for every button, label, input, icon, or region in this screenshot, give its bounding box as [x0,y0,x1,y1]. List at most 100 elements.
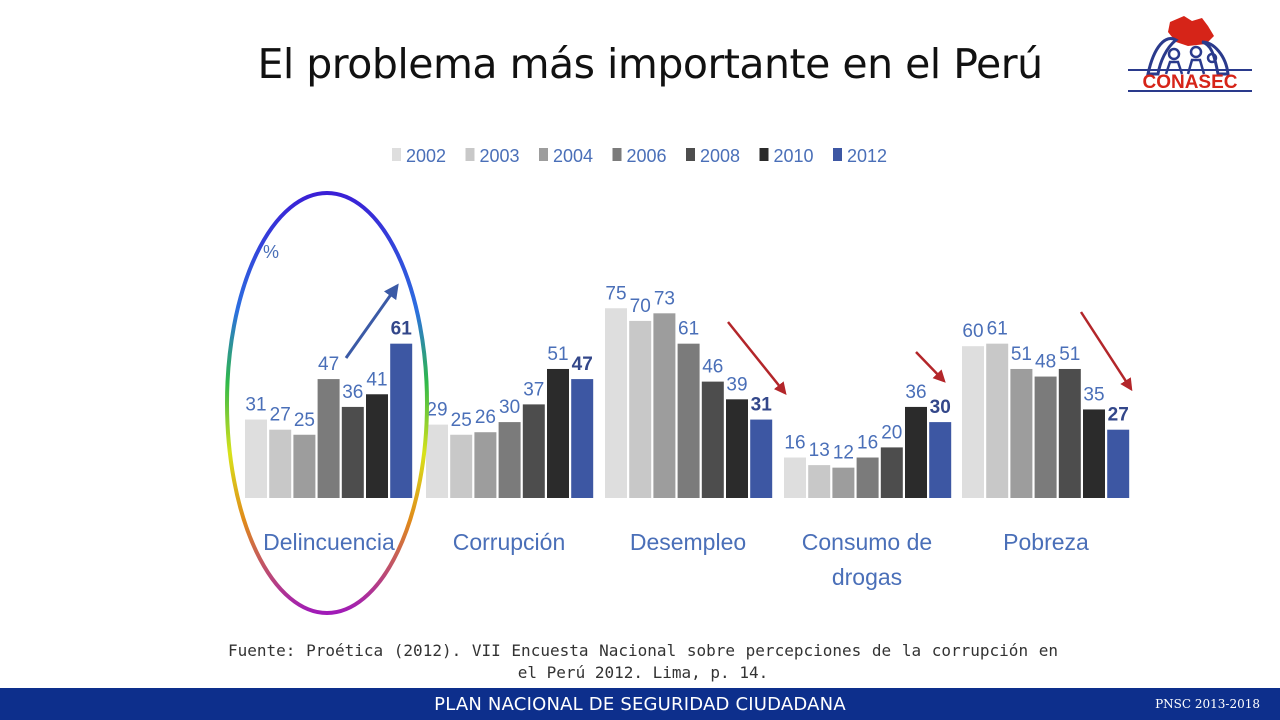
footer-bar: PLAN NACIONAL DE SEGURIDAD CIUDADANA PNS… [0,688,1280,720]
highlight-ellipse [225,191,429,615]
trend-down-arrow [915,351,946,383]
data-label: 75 [605,283,626,304]
source-citation: Fuente: Proética (2012). VII Encuesta Na… [228,641,1058,682]
data-label: 51 [1011,344,1032,365]
data-label: 30 [499,397,520,418]
legend-label: 2002 [406,146,446,166]
legend-label: 2008 [700,146,740,166]
bar [1034,376,1057,498]
data-label: 41 [366,369,387,390]
data-label: 16 [784,433,805,454]
data-label: 31 [245,395,266,416]
bar [1010,368,1033,498]
bar [1107,429,1130,498]
category-label: Delincuencia [263,529,395,555]
bar [905,406,927,498]
bar [929,422,952,498]
legend-label: 2010 [774,146,814,166]
bar [341,406,364,498]
logo-text: CONASEC [1142,72,1237,93]
bar [986,343,1009,498]
conasec-logo: CONASEC [1128,16,1252,93]
bar [629,320,652,498]
trend-down-arrow [1079,311,1133,392]
bar [880,447,903,498]
bar [1058,368,1081,498]
trend-up-arrow [344,283,399,359]
data-label: 48 [1035,352,1056,373]
bar [317,379,340,498]
bar [808,465,831,498]
category-label: drogas [832,564,902,590]
data-label: 61 [391,319,413,340]
data-label: 73 [654,288,675,309]
bar [962,346,984,498]
data-label: 51 [1059,344,1080,365]
bar [653,313,676,498]
legend-swatch [612,148,622,161]
bar [784,457,806,498]
legend-label: 2012 [847,146,887,166]
bar [245,419,267,498]
bar [366,394,388,498]
legend-label: 2004 [553,146,593,166]
bar [1083,409,1105,498]
data-label: 31 [751,395,773,416]
y-axis-label: % [263,242,279,262]
footer-title: PLAN NACIONAL DE SEGURIDAD CIUDADANA [434,694,846,715]
legend-label: 2003 [480,146,520,166]
legend-swatch [392,148,401,161]
footer-code: PNSC 2013-2018 [1155,697,1260,711]
data-label: 16 [857,433,878,454]
bar [426,424,448,498]
trend-down-arrow [727,321,787,395]
category-label: Corrupción [453,529,566,555]
legend-swatch [686,148,695,161]
chart-legend: 2002 2003 2004 2006 2008 2010 2012 [392,146,887,166]
data-label: 20 [881,422,902,443]
bar [750,419,773,498]
bar [522,404,545,498]
data-label: 25 [451,410,472,431]
data-label: 47 [318,354,339,375]
data-label: 30 [930,397,951,418]
bar [293,434,316,498]
data-label: 27 [1108,405,1129,426]
bar [390,343,413,498]
data-label: 27 [270,405,291,426]
legend-label: 2006 [627,146,667,166]
data-label: 61 [678,319,699,340]
bar [701,381,724,498]
bar [571,379,594,498]
bar [269,429,292,498]
bar [474,432,497,498]
page-title: El problema más importante en el Perú [257,40,1043,88]
data-label: 47 [572,354,593,375]
data-label: 70 [630,296,651,317]
data-label: 39 [726,374,747,395]
bar [498,422,521,498]
bar [726,399,748,498]
data-label: 46 [702,357,723,378]
category-label: Desempleo [630,529,746,555]
legend-swatch [833,148,842,161]
bar [677,343,700,498]
bar [450,434,473,498]
data-label: 36 [905,382,926,403]
legend-swatch [759,148,769,161]
bar [856,457,879,498]
data-label: 29 [426,400,447,421]
data-label: 36 [342,382,363,403]
category-label: Consumo de [802,529,932,555]
data-label: 12 [833,443,854,464]
category-label: Pobreza [1003,529,1089,555]
bar [832,467,855,498]
data-label: 25 [294,410,315,431]
data-label: 13 [809,440,830,461]
logo-emblem [1128,16,1252,92]
